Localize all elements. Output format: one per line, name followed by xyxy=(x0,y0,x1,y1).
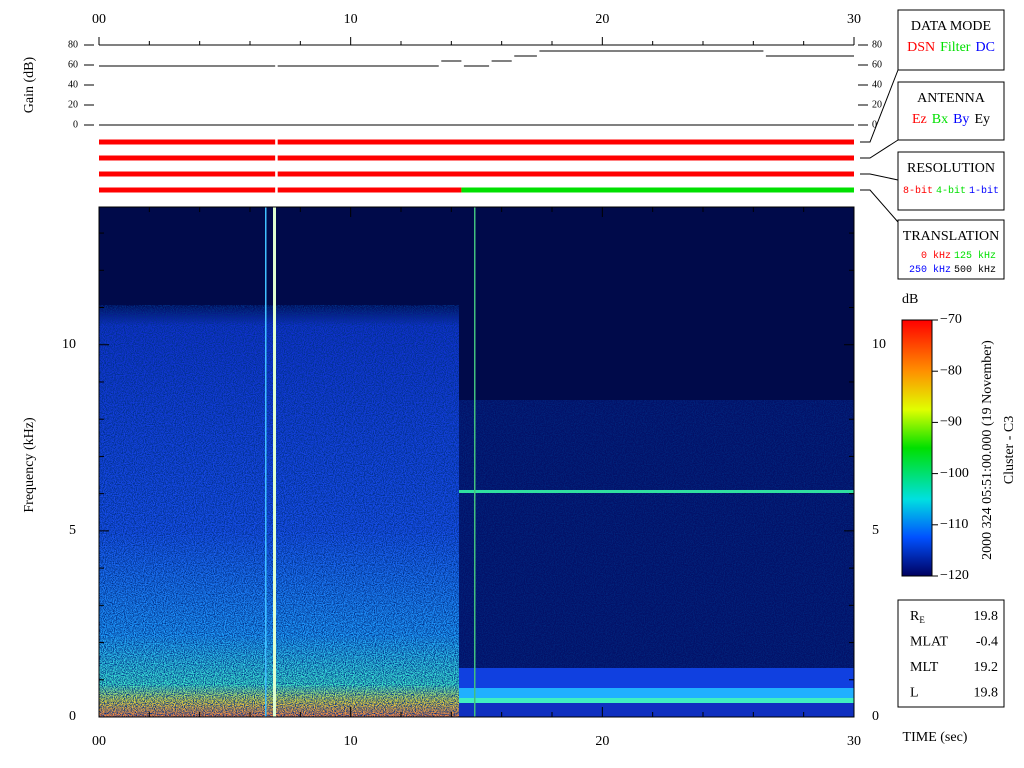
y-tick-label: 60 xyxy=(872,59,882,70)
y-tick-label: 80 xyxy=(872,39,882,50)
legend-option: Filter xyxy=(940,40,971,55)
colorbar-tick-label: −120 xyxy=(940,568,969,583)
y-tick-label: 0 xyxy=(872,709,879,724)
legend-option: Ey xyxy=(974,112,990,127)
legend-option: Ez xyxy=(912,112,927,127)
colorbar-tick-label: −90 xyxy=(940,415,962,430)
info-label: MLT xyxy=(910,660,939,675)
y-tick-label: 0 xyxy=(872,119,877,130)
x-tick-label: 10 xyxy=(344,12,358,27)
legend-box xyxy=(897,9,1005,71)
y-tick-label: 60 xyxy=(68,59,78,70)
info-value: 19.8 xyxy=(974,609,999,624)
y-axis-label: Frequency (kHz) xyxy=(22,417,37,513)
status-segment xyxy=(277,187,462,193)
info-label: L xyxy=(910,686,919,701)
colorbar-tick-label: −100 xyxy=(940,466,969,481)
legend-box xyxy=(897,151,1005,211)
info-label-text: R xyxy=(910,609,920,624)
legend-title: DATA MODE xyxy=(911,19,991,34)
info-label: MLAT xyxy=(910,635,949,650)
legend-option: 1-bit xyxy=(969,185,999,197)
legend-title: RESOLUTION xyxy=(907,161,995,176)
legend-options: 8-bit 4-bit 1-bit xyxy=(903,185,999,197)
y-tick-label: 5 xyxy=(69,523,76,538)
legend-option: DC xyxy=(975,40,994,55)
info-label-text: MLT xyxy=(910,660,939,675)
annotation: 2000 324 05:51:00.000 (19 November) xyxy=(980,340,995,560)
x-tick-label: 20 xyxy=(595,734,609,749)
info-box xyxy=(897,599,1005,708)
y-axis-label: Gain (dB) xyxy=(22,56,37,113)
x-tick-label: 20 xyxy=(595,12,609,27)
y-tick-label: 10 xyxy=(62,337,76,352)
legend-option: 125 kHz xyxy=(954,250,996,262)
legend-options: DSN Filter DC xyxy=(907,40,995,55)
colorbar-tick-label: −110 xyxy=(940,517,968,532)
x-tick-label: 00 xyxy=(92,734,106,749)
legend-option: Bx xyxy=(932,112,948,127)
info-label: RE xyxy=(910,609,925,625)
x-tick-label: 30 xyxy=(847,12,861,27)
status-segment xyxy=(461,187,854,193)
info-label-sub: E xyxy=(919,615,925,625)
y-tick-label: 0 xyxy=(73,119,78,130)
status-segment xyxy=(99,171,276,177)
legend-options: 0 kHz 125 kHz xyxy=(921,250,996,262)
connectors xyxy=(860,69,899,223)
y-tick-label: 80 xyxy=(68,39,78,50)
y-tick-label: 20 xyxy=(68,99,78,110)
legend-option: 250 kHz xyxy=(909,264,951,276)
legend-option: 4-bit xyxy=(936,185,966,197)
y-tick-label: 0 xyxy=(69,709,76,724)
y-tick-label: 40 xyxy=(68,79,78,90)
colorbar-label: dB xyxy=(902,292,918,307)
x-axis-label: TIME (sec) xyxy=(903,730,968,745)
y-tick-label: 20 xyxy=(872,99,882,110)
status-segment xyxy=(99,187,276,193)
legend-option: 500 kHz xyxy=(954,264,996,276)
legend-box xyxy=(897,219,1005,280)
spectrogram-image xyxy=(99,207,854,717)
x-tick-label: 30 xyxy=(847,734,861,749)
y-tick-label: 10 xyxy=(872,337,886,352)
annotation: Cluster - C3 xyxy=(1002,416,1017,484)
legend-option: 0 kHz xyxy=(921,250,951,262)
status-segment xyxy=(277,171,854,177)
colorbar-tick-label: −80 xyxy=(940,363,962,378)
x-tick-label: 00 xyxy=(92,12,106,27)
legend-title: ANTENNA xyxy=(917,91,986,106)
legend-option: 8-bit xyxy=(903,185,933,197)
status-segment xyxy=(277,139,854,145)
legend-box xyxy=(897,81,1005,141)
colorbar-tick-label: −70 xyxy=(940,312,962,327)
x-tick-label: 10 xyxy=(344,734,358,749)
y-tick-label: 40 xyxy=(872,79,882,90)
status-segment xyxy=(99,155,276,161)
legend-options: Ez Bx By Ey xyxy=(912,112,990,127)
status-segment xyxy=(277,155,854,161)
info-value: -0.4 xyxy=(976,635,998,650)
legend-option: By xyxy=(953,112,969,127)
y-tick-label: 5 xyxy=(872,523,879,538)
status-segment xyxy=(99,139,276,145)
info-value: 19.2 xyxy=(974,660,999,675)
info-label-text: L xyxy=(910,686,919,701)
info-value: 19.8 xyxy=(974,686,999,701)
legend-title: TRANSLATION xyxy=(903,229,999,244)
colorbar xyxy=(901,319,933,577)
spectrogram-frame xyxy=(98,206,855,718)
info-label-text: MLAT xyxy=(910,635,949,650)
legend-options: 250 kHz 500 kHz xyxy=(909,264,996,276)
legend-option: DSN xyxy=(907,40,935,55)
